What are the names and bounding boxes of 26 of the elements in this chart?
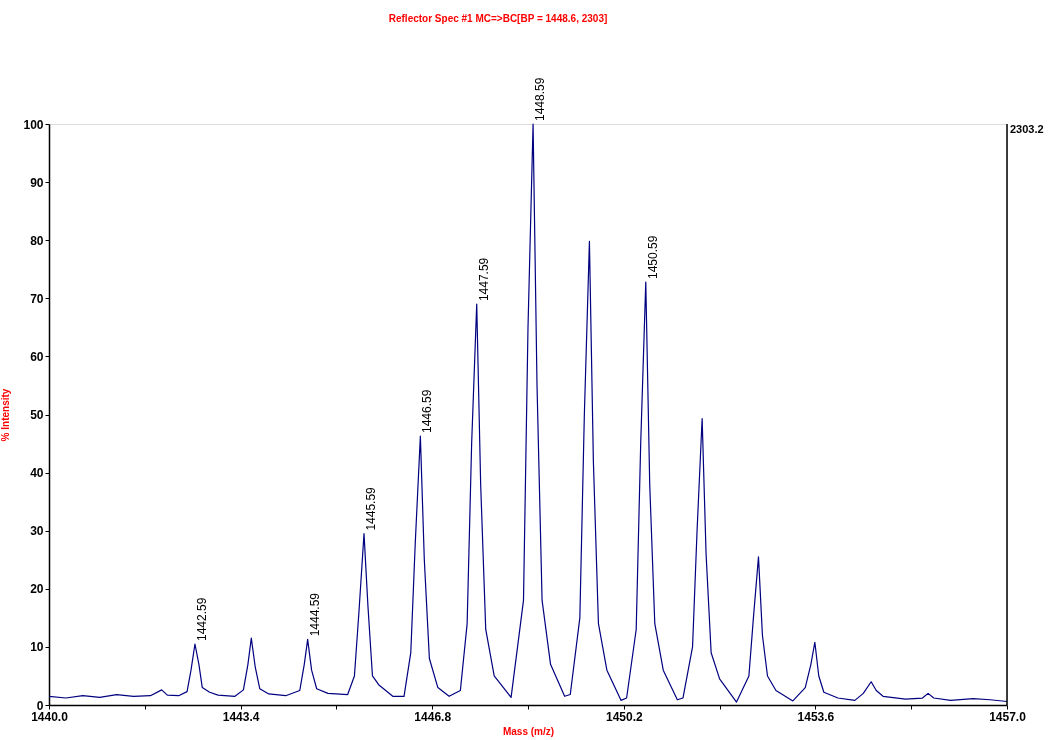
y-tick-label: 80 — [30, 233, 44, 248]
text: 2303.2 — [1010, 123, 1044, 135]
x-tick-label: 1457.0 — [989, 709, 1027, 724]
y-tick-label: 50 — [30, 408, 44, 422]
y-tick-label: 100 — [23, 117, 44, 132]
y-tick-label: 20 — [30, 582, 44, 597]
y-tick-label: 30 — [30, 524, 44, 539]
annotation: 1442.59 — [194, 597, 209, 641]
x-tick-label: 1443.4 — [222, 709, 260, 724]
annotation: 1448.59 — [533, 77, 548, 121]
annotation: 1446.59 — [420, 389, 435, 433]
y-tick-label: 90 — [30, 175, 44, 190]
annotation: 1447.59 — [476, 257, 491, 302]
x-tick-label: 1453.6 — [797, 709, 835, 724]
chart-title: Reflector Spec #1 MC=>BC[BP = 1448.6, 2303] — [388, 13, 608, 24]
x-tick-label: 1450.2 — [605, 709, 643, 724]
y-tick-label: 10 — [30, 640, 44, 655]
y-tick-label: 60 — [30, 349, 44, 364]
x-tick-label: 1446.8 — [414, 709, 452, 724]
annotation: 1444.59 — [307, 592, 322, 637]
y-tick-label: 40 — [30, 466, 44, 481]
y-axis-title: % Intensity — [0, 388, 12, 442]
annotation: 1450.59 — [645, 235, 660, 280]
y-tick-label: 70 — [30, 291, 44, 306]
annotation: 1445.59 — [364, 486, 379, 531]
x-axis-title: Mass (m/z) — [502, 725, 555, 737]
